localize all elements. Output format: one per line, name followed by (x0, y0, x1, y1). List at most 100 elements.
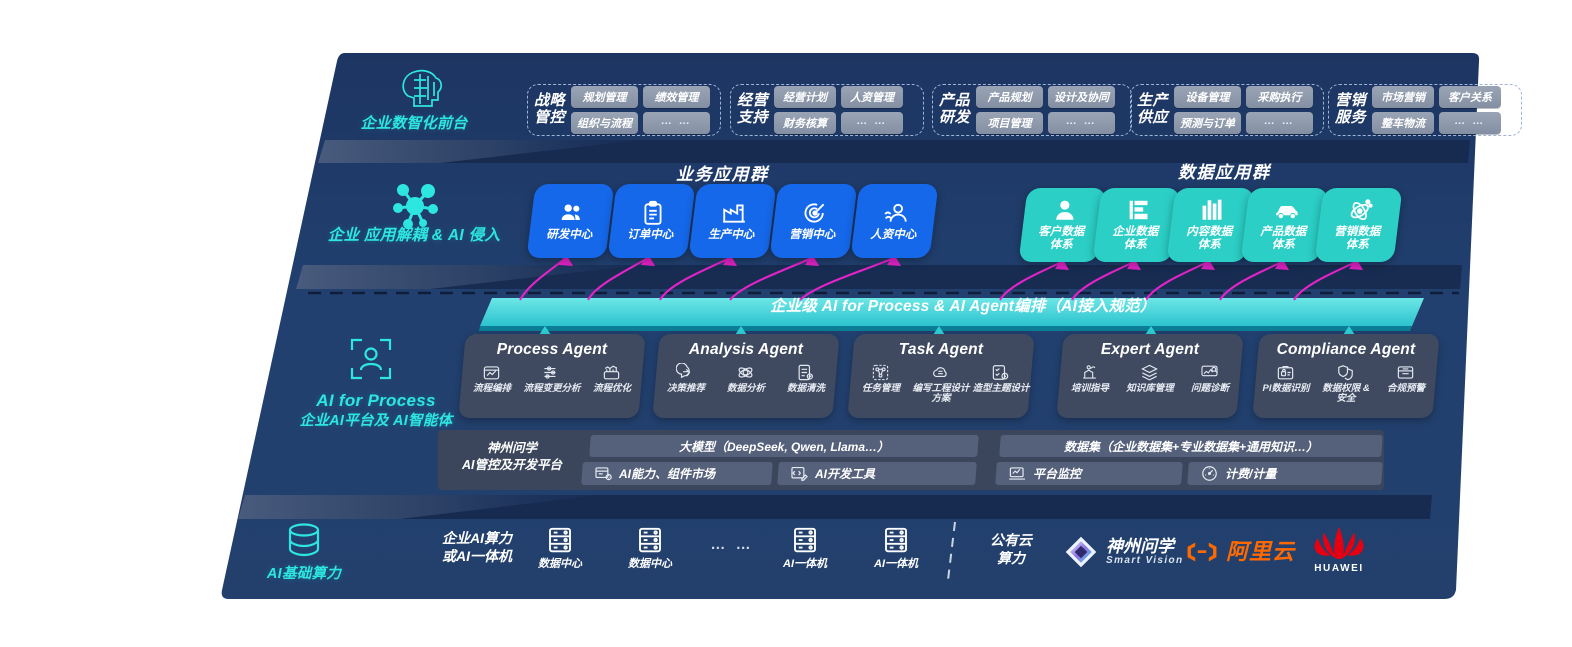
group-chip[interactable]: 设备管理 (1174, 86, 1242, 108)
data-clean-icon (799, 364, 814, 381)
tile-hr-center[interactable]: 人资中心 (850, 184, 939, 258)
agent-capability[interactable]: 问题诊断 (1180, 363, 1239, 394)
group-chip[interactable]: 人资管理 (841, 86, 904, 108)
top-group-operations[interactable]: 经营 支持 经营计划 人资管理 财务核算 … … (730, 84, 924, 136)
platform-dataset-bar[interactable]: 数据集（企业数据集+专业数据集+通用知识…） (999, 435, 1383, 457)
layer-label-ai-process-en: AI for Process (316, 391, 436, 410)
infra-node-label: AI一体机 (783, 558, 827, 570)
market-gear-icon (595, 467, 612, 481)
heading-business-apps: 业务应用群 (676, 165, 769, 184)
agent-capability[interactable]: 流程优化 (582, 363, 641, 394)
group-chip-more[interactable]: … … (841, 112, 904, 134)
capability-label: 流程编排 (472, 383, 511, 394)
agent-card-task[interactable]: Task Agent 任务管理 编写工程设计方案 (847, 334, 1035, 418)
platform-llm-label: 大模型（DeepSeek, Qwen, Llama…） (678, 439, 890, 454)
agent-capability[interactable]: 数据权限 & 安全 (1316, 363, 1375, 405)
gauge-icon (1202, 466, 1217, 481)
tile-label: 人资中心 (869, 228, 916, 241)
agent-capability[interactable]: 流程编排 (462, 363, 521, 394)
vendor-aliyun[interactable]: 阿里云 (1185, 540, 1295, 564)
users-group-icon (561, 204, 580, 220)
platform-ai-market[interactable]: AI能力、组件市场 (581, 462, 773, 485)
target-spiral-icon (804, 203, 824, 223)
group-chip[interactable]: 产品规划 (976, 86, 1044, 108)
vendor-huawei[interactable]: HUAWEI (1310, 525, 1368, 575)
infra-node-label: AI一体机 (874, 558, 918, 570)
agent-card-analysis[interactable]: Analysis Agent 决策推荐 数据分析 (652, 334, 840, 418)
top-group-product-rd[interactable]: 产品 研发 产品规划 设计及协同 项目管理 … … (932, 84, 1132, 136)
tile-marketing-data[interactable]: 营销数据 体系 (1314, 188, 1403, 262)
infra-public-cloud-label: 公有云 算力 (971, 532, 1051, 567)
platform-dev-tools[interactable]: AI开发工具 (777, 462, 977, 485)
group-chip[interactable]: 项目管理 (976, 112, 1044, 134)
agent-capability[interactable]: 造型主题设计 (971, 363, 1030, 405)
tile-content-data[interactable]: 内容数据 体系 (1166, 188, 1255, 262)
infra-node-datacenter-2[interactable]: 数据中心 (620, 525, 680, 572)
agent-capability[interactable]: 知识库管理 (1120, 363, 1179, 394)
brain-head-icon (398, 66, 446, 115)
group-chip[interactable]: 客户关系 (1439, 86, 1502, 108)
tile-product-data[interactable]: 产品数据 体系 (1240, 188, 1329, 262)
top-group-strategy[interactable]: 战略 管控 规划管理 绩效管理 组织与流程 … … (527, 84, 721, 136)
group-chip[interactable]: 设计及协同 (1048, 86, 1116, 108)
id-lock-icon (1278, 365, 1294, 380)
agent-title: Expert Agent (1100, 341, 1200, 358)
factory-icon (722, 204, 745, 223)
vendor-name: HUAWEI (1314, 563, 1364, 574)
group-chip[interactable]: 经营计划 (774, 86, 837, 108)
agent-capability[interactable]: 数据清洗 (776, 363, 835, 394)
agent-capability[interactable]: 培训指导 (1060, 363, 1119, 394)
tile-customer-data[interactable]: 客户数据 体系 (1018, 188, 1107, 262)
group-chip[interactable]: 整车物流 (1372, 112, 1435, 134)
group-chip-more[interactable]: … … (1048, 112, 1116, 134)
agent-card-process[interactable]: Process Agent 流程编排 流程变更分析 (458, 334, 646, 418)
tile-marketing-center[interactable]: 营销中心 (769, 184, 858, 258)
group-chip-more[interactable]: … … (1439, 112, 1502, 134)
design-check-icon (993, 365, 1009, 380)
decision-bulb-icon (676, 363, 691, 379)
group-chip[interactable]: 规划管理 (571, 86, 639, 108)
infra-node-ai-appliance-1[interactable]: AI一体机 (775, 525, 835, 572)
infra-node-datacenter-1[interactable]: 数据中心 (530, 525, 590, 572)
agent-card-expert[interactable]: Expert Agent 培训指导 知识库管理 (1056, 334, 1244, 418)
agent-capability[interactable]: 合规预警 (1376, 363, 1435, 405)
platform-llm-bar[interactable]: 大模型（DeepSeek, Qwen, Llama…） (589, 435, 979, 457)
tile-production-center[interactable]: 生产中心 (688, 184, 777, 258)
settings-list-icon (544, 366, 556, 379)
infra-node-ai-appliance-2[interactable]: AI一体机 (866, 525, 926, 572)
platform-monitoring[interactable]: 平台监控 (995, 462, 1183, 485)
platform-billing[interactable]: 计费/计量 (1187, 462, 1383, 485)
tile-enterprise-data[interactable]: 企业数据 体系 (1092, 188, 1181, 262)
training-icon (1083, 365, 1097, 379)
agent-capability[interactable]: 数据分析 (716, 363, 775, 394)
tile-label: 生产中心 (707, 228, 754, 241)
agent-capability[interactable]: 编写工程设计方案 (911, 363, 970, 405)
agent-capability[interactable]: 任务管理 (851, 363, 910, 405)
agent-capability[interactable]: 决策推荐 (656, 363, 715, 394)
group-chip[interactable]: 绩效管理 (643, 86, 711, 108)
top-group-marketing-service[interactable]: 营销 服务 市场营销 客户关系 整车物流 … … (1328, 84, 1522, 136)
group-chip-more[interactable]: … … (643, 112, 711, 134)
infra-enterprise-compute-label: 企业AI算力 或AI一体机 (442, 530, 512, 564)
platform-billing-label: 计费/计量 (1225, 467, 1277, 481)
public-cloud-label: 公有云 算力 (990, 532, 1032, 566)
group-chip[interactable]: 组织与流程 (571, 112, 639, 134)
capability-label: 决策推荐 (666, 383, 705, 394)
tile-order-center[interactable]: 订单中心 (607, 184, 696, 258)
group-chip[interactable]: 财务核算 (774, 112, 837, 134)
vendor-subtitle: Smart Vision (1106, 554, 1184, 566)
shield-overlap-icon (1338, 365, 1354, 381)
vendor-shenzhou[interactable]: 神州问学 Smart Vision (1063, 534, 1184, 570)
agent-capability[interactable]: 流程变更分析 (522, 363, 581, 394)
tile-label: 订单中心 (626, 228, 673, 241)
group-chip-more[interactable]: … … (1246, 112, 1314, 134)
group-chip[interactable]: 市场营销 (1372, 86, 1435, 108)
tile-research-center[interactable]: 研发中心 (526, 184, 615, 258)
agent-capability[interactable]: PI数据识别 (1256, 363, 1315, 405)
top-group-production-supply[interactable]: 生产 供应 设备管理 采购执行 预测与订单 … … (1130, 84, 1324, 136)
agent-card-compliance[interactable]: Compliance Agent PI数据识别 数据权限 & 安全 (1252, 334, 1440, 418)
ellipsis-icon: … … (710, 536, 754, 553)
group-chip[interactable]: 采购执行 (1246, 86, 1314, 108)
capability-label: 流程优化 (592, 383, 631, 394)
group-chip[interactable]: 预测与订单 (1174, 112, 1242, 134)
